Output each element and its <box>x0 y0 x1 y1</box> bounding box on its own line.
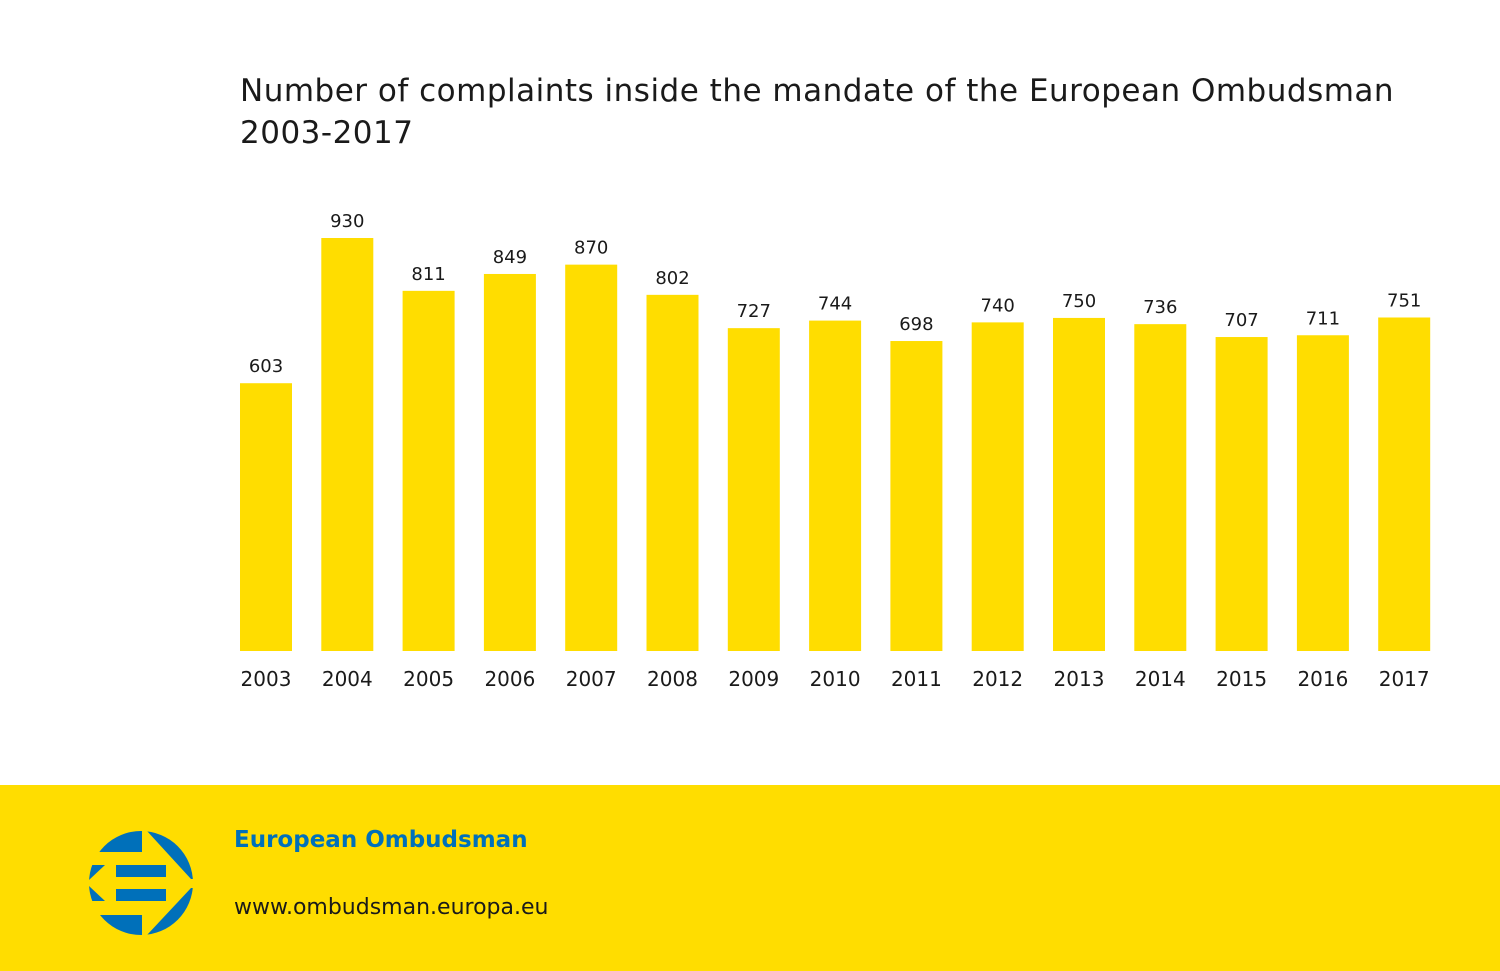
x-tick-label: 2008 <box>647 667 698 691</box>
data-label: 736 <box>1143 297 1177 318</box>
data-label: 811 <box>411 264 445 285</box>
bar-2015 <box>1215 337 1268 651</box>
bar-2005 <box>402 290 455 651</box>
x-tick-label: 2017 <box>1379 667 1430 691</box>
data-label: 698 <box>899 314 933 335</box>
data-label: 711 <box>1306 308 1340 329</box>
x-tick-label: 2011 <box>891 667 942 691</box>
bar-2017 <box>1378 317 1431 651</box>
data-label: 707 <box>1224 310 1258 331</box>
x-tick-label: 2007 <box>566 667 617 691</box>
data-label: 849 <box>493 247 527 268</box>
website-link[interactable]: www.ombudsman.europa.eu <box>234 895 549 920</box>
data-label: 603 <box>249 356 283 377</box>
chart-title: Number of complaints inside the mandate … <box>240 73 1395 151</box>
x-tick-label: 2016 <box>1297 667 1348 691</box>
x-tick-label: 2010 <box>810 667 861 691</box>
x-tick-label: 2013 <box>1054 667 1105 691</box>
bar-2003 <box>240 383 292 651</box>
bar-2016 <box>1296 335 1349 651</box>
data-label: 751 <box>1387 290 1421 311</box>
data-label: 744 <box>818 294 852 315</box>
bar-2011 <box>890 341 943 651</box>
european-ombudsman-logo-icon <box>89 831 193 935</box>
x-tick-label: 2005 <box>403 667 454 691</box>
x-tick-label: 2014 <box>1135 667 1186 691</box>
bar-2006 <box>483 273 536 651</box>
data-label: 727 <box>737 301 771 322</box>
bar-2013 <box>1053 317 1105 651</box>
bar-chart: 603 2003 930 2004 811 2005 849 2006 870 2007 802 20… <box>240 211 1431 691</box>
bar-2004 <box>321 238 374 651</box>
bar-2014 <box>1134 324 1187 651</box>
footer: European Ombudsman www.ombudsman.europa.… <box>0 785 1500 971</box>
x-tick-label: 2009 <box>728 667 779 691</box>
bar-2010 <box>809 320 862 651</box>
bar-2008 <box>646 294 699 651</box>
bar-2009 <box>727 328 780 651</box>
x-tick-label: 2012 <box>972 667 1023 691</box>
data-label: 930 <box>330 211 364 232</box>
x-tick-label: 2003 <box>241 667 292 691</box>
data-label: 750 <box>1062 291 1096 312</box>
data-label: 802 <box>655 268 689 289</box>
data-label: 740 <box>981 295 1015 316</box>
organization-name: European Ombudsman <box>234 827 528 853</box>
bar-2012 <box>971 322 1024 651</box>
bar-2007 <box>565 264 618 651</box>
x-tick-label: 2006 <box>484 667 535 691</box>
x-tick-label: 2004 <box>322 667 373 691</box>
data-label: 870 <box>574 238 608 259</box>
x-tick-label: 2015 <box>1216 667 1267 691</box>
